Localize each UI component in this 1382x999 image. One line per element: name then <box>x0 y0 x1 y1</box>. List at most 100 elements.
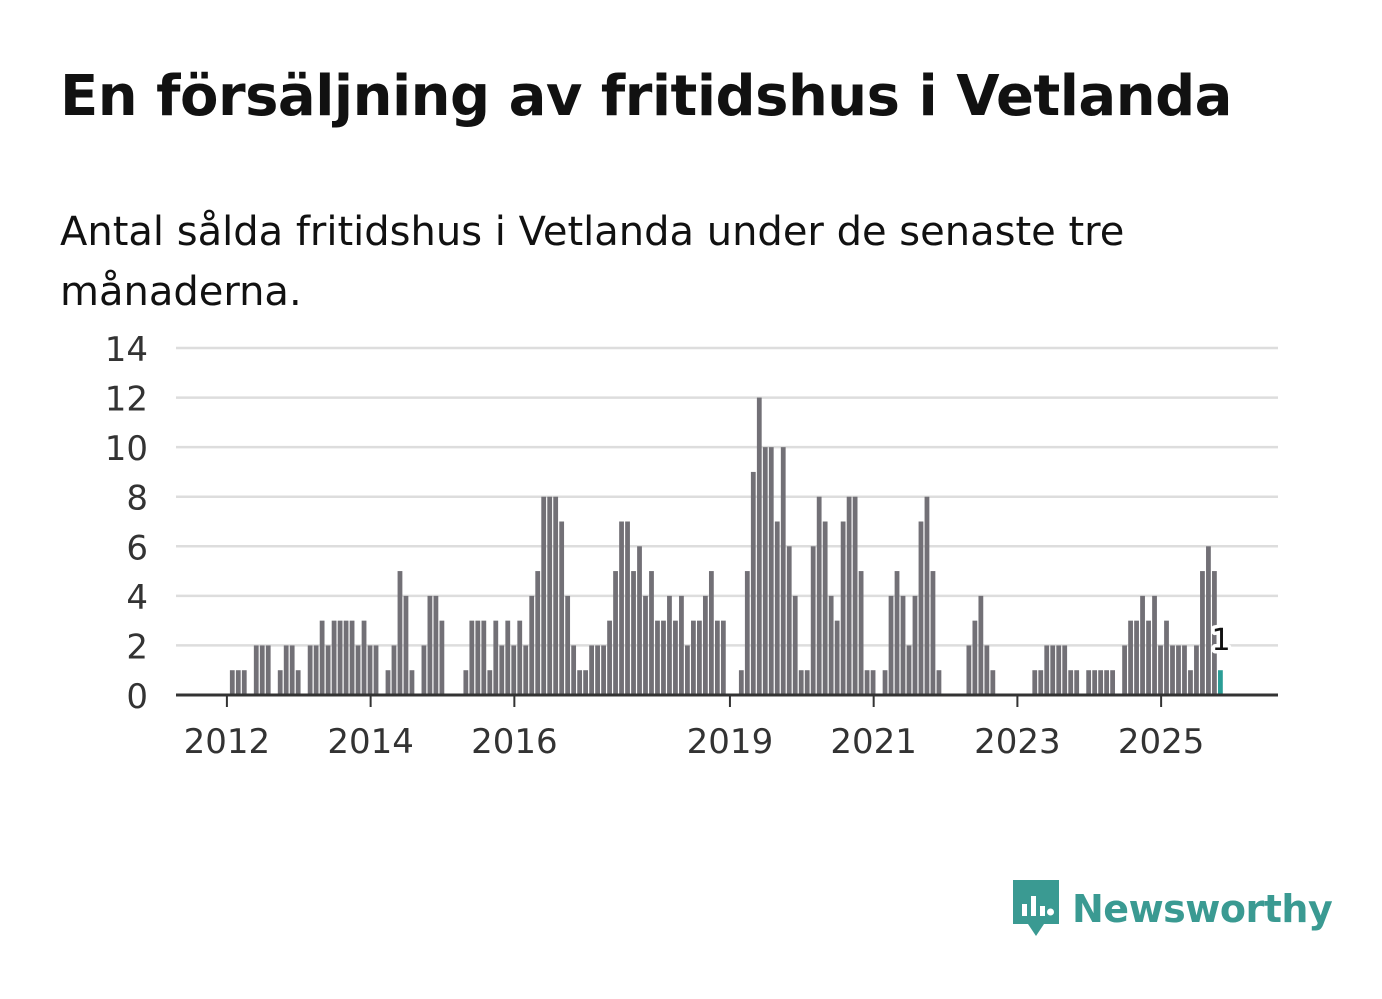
bar <box>529 595 535 695</box>
bar <box>409 670 415 695</box>
y-tick-label: 4 <box>126 578 148 618</box>
bar <box>972 620 978 695</box>
bar <box>625 521 630 695</box>
bar <box>768 447 774 695</box>
bar <box>858 571 864 695</box>
bar <box>918 521 924 695</box>
y-tick-label: 0 <box>126 677 148 717</box>
bar <box>283 645 289 695</box>
bar <box>870 670 876 695</box>
bar <box>1176 645 1181 695</box>
bar <box>643 595 648 695</box>
bar <box>631 571 636 695</box>
bar <box>720 620 726 695</box>
newsworthy-logo-icon <box>1013 880 1059 936</box>
bar <box>1182 645 1187 695</box>
bar <box>241 670 247 695</box>
bar <box>307 645 313 695</box>
bar <box>1044 645 1050 695</box>
bar <box>1164 620 1169 695</box>
bar <box>367 645 373 695</box>
bar <box>493 620 499 695</box>
y-tick-label: 14 <box>105 330 148 370</box>
bar <box>265 645 271 695</box>
bar <box>780 447 786 695</box>
bar <box>319 620 325 695</box>
bar-chart: 0 2 4 6 8 10 12 14 2012 2014 2016 2019 2021 2023 2025… <box>105 330 1278 762</box>
bar <box>577 670 583 695</box>
bar <box>667 595 672 695</box>
bar <box>427 595 433 695</box>
bar <box>349 620 355 695</box>
bar <box>517 620 523 695</box>
x-tick-label: 2025 <box>1118 722 1205 762</box>
bar <box>1188 670 1193 695</box>
bar <box>708 571 714 695</box>
bars <box>229 397 1223 695</box>
bar <box>487 670 493 695</box>
bar <box>619 521 624 695</box>
bar <box>277 670 283 695</box>
bar <box>750 471 756 695</box>
chart-subtitle: Antal sålda fritidshus i Vetlanda under … <box>60 209 1125 315</box>
bar <box>583 670 589 695</box>
bar <box>229 670 235 695</box>
bar <box>475 620 481 695</box>
bar <box>697 620 702 695</box>
bar <box>1212 571 1217 695</box>
bar <box>571 645 577 695</box>
bar <box>738 670 744 695</box>
bar <box>792 595 798 695</box>
x-tick-label: 2021 <box>830 722 917 762</box>
bar <box>714 620 720 695</box>
bar <box>1140 595 1145 695</box>
bar <box>906 645 912 695</box>
bar <box>673 620 678 695</box>
bar <box>990 670 996 695</box>
bar <box>535 571 541 695</box>
bar <box>888 595 894 695</box>
bar-highlight <box>1218 670 1223 695</box>
bar <box>337 620 343 695</box>
bar <box>559 521 565 695</box>
bar <box>547 496 553 695</box>
bar <box>397 571 403 695</box>
bar <box>1146 620 1151 695</box>
bar <box>505 620 511 695</box>
bar <box>882 670 888 695</box>
highlight-annotation: 1 <box>1208 620 1234 662</box>
bar <box>762 447 768 695</box>
y-tick-label: 10 <box>105 429 148 469</box>
bar <box>1074 670 1080 695</box>
bar <box>846 496 852 695</box>
bar <box>565 595 571 695</box>
bar <box>822 521 828 695</box>
bar <box>259 645 265 695</box>
bar <box>840 521 846 695</box>
x-tick-label: 2023 <box>974 722 1061 762</box>
bar <box>511 645 517 695</box>
y-tick-label: 12 <box>105 380 148 420</box>
bar <box>894 571 900 695</box>
bar <box>1122 645 1127 695</box>
bar <box>313 645 319 695</box>
bar <box>439 620 445 695</box>
bar <box>786 546 792 695</box>
newsworthy-logo-text: Newsworthy <box>1072 887 1333 931</box>
bar <box>373 645 379 695</box>
y-axis-ticks: 0 2 4 6 8 10 12 14 <box>105 330 148 717</box>
bar <box>810 546 816 695</box>
bar <box>1128 620 1133 695</box>
bar <box>1086 670 1092 695</box>
x-tick-label: 2019 <box>687 722 774 762</box>
bar <box>289 645 295 695</box>
bar <box>834 620 840 695</box>
bar <box>1134 620 1139 695</box>
bar <box>1098 670 1104 695</box>
bar <box>481 620 487 695</box>
bar <box>1038 670 1044 695</box>
highlight-value-label: 1 <box>1211 623 1230 658</box>
bar <box>744 571 750 695</box>
bar <box>1200 571 1205 695</box>
x-tick-label: 2016 <box>471 722 558 762</box>
